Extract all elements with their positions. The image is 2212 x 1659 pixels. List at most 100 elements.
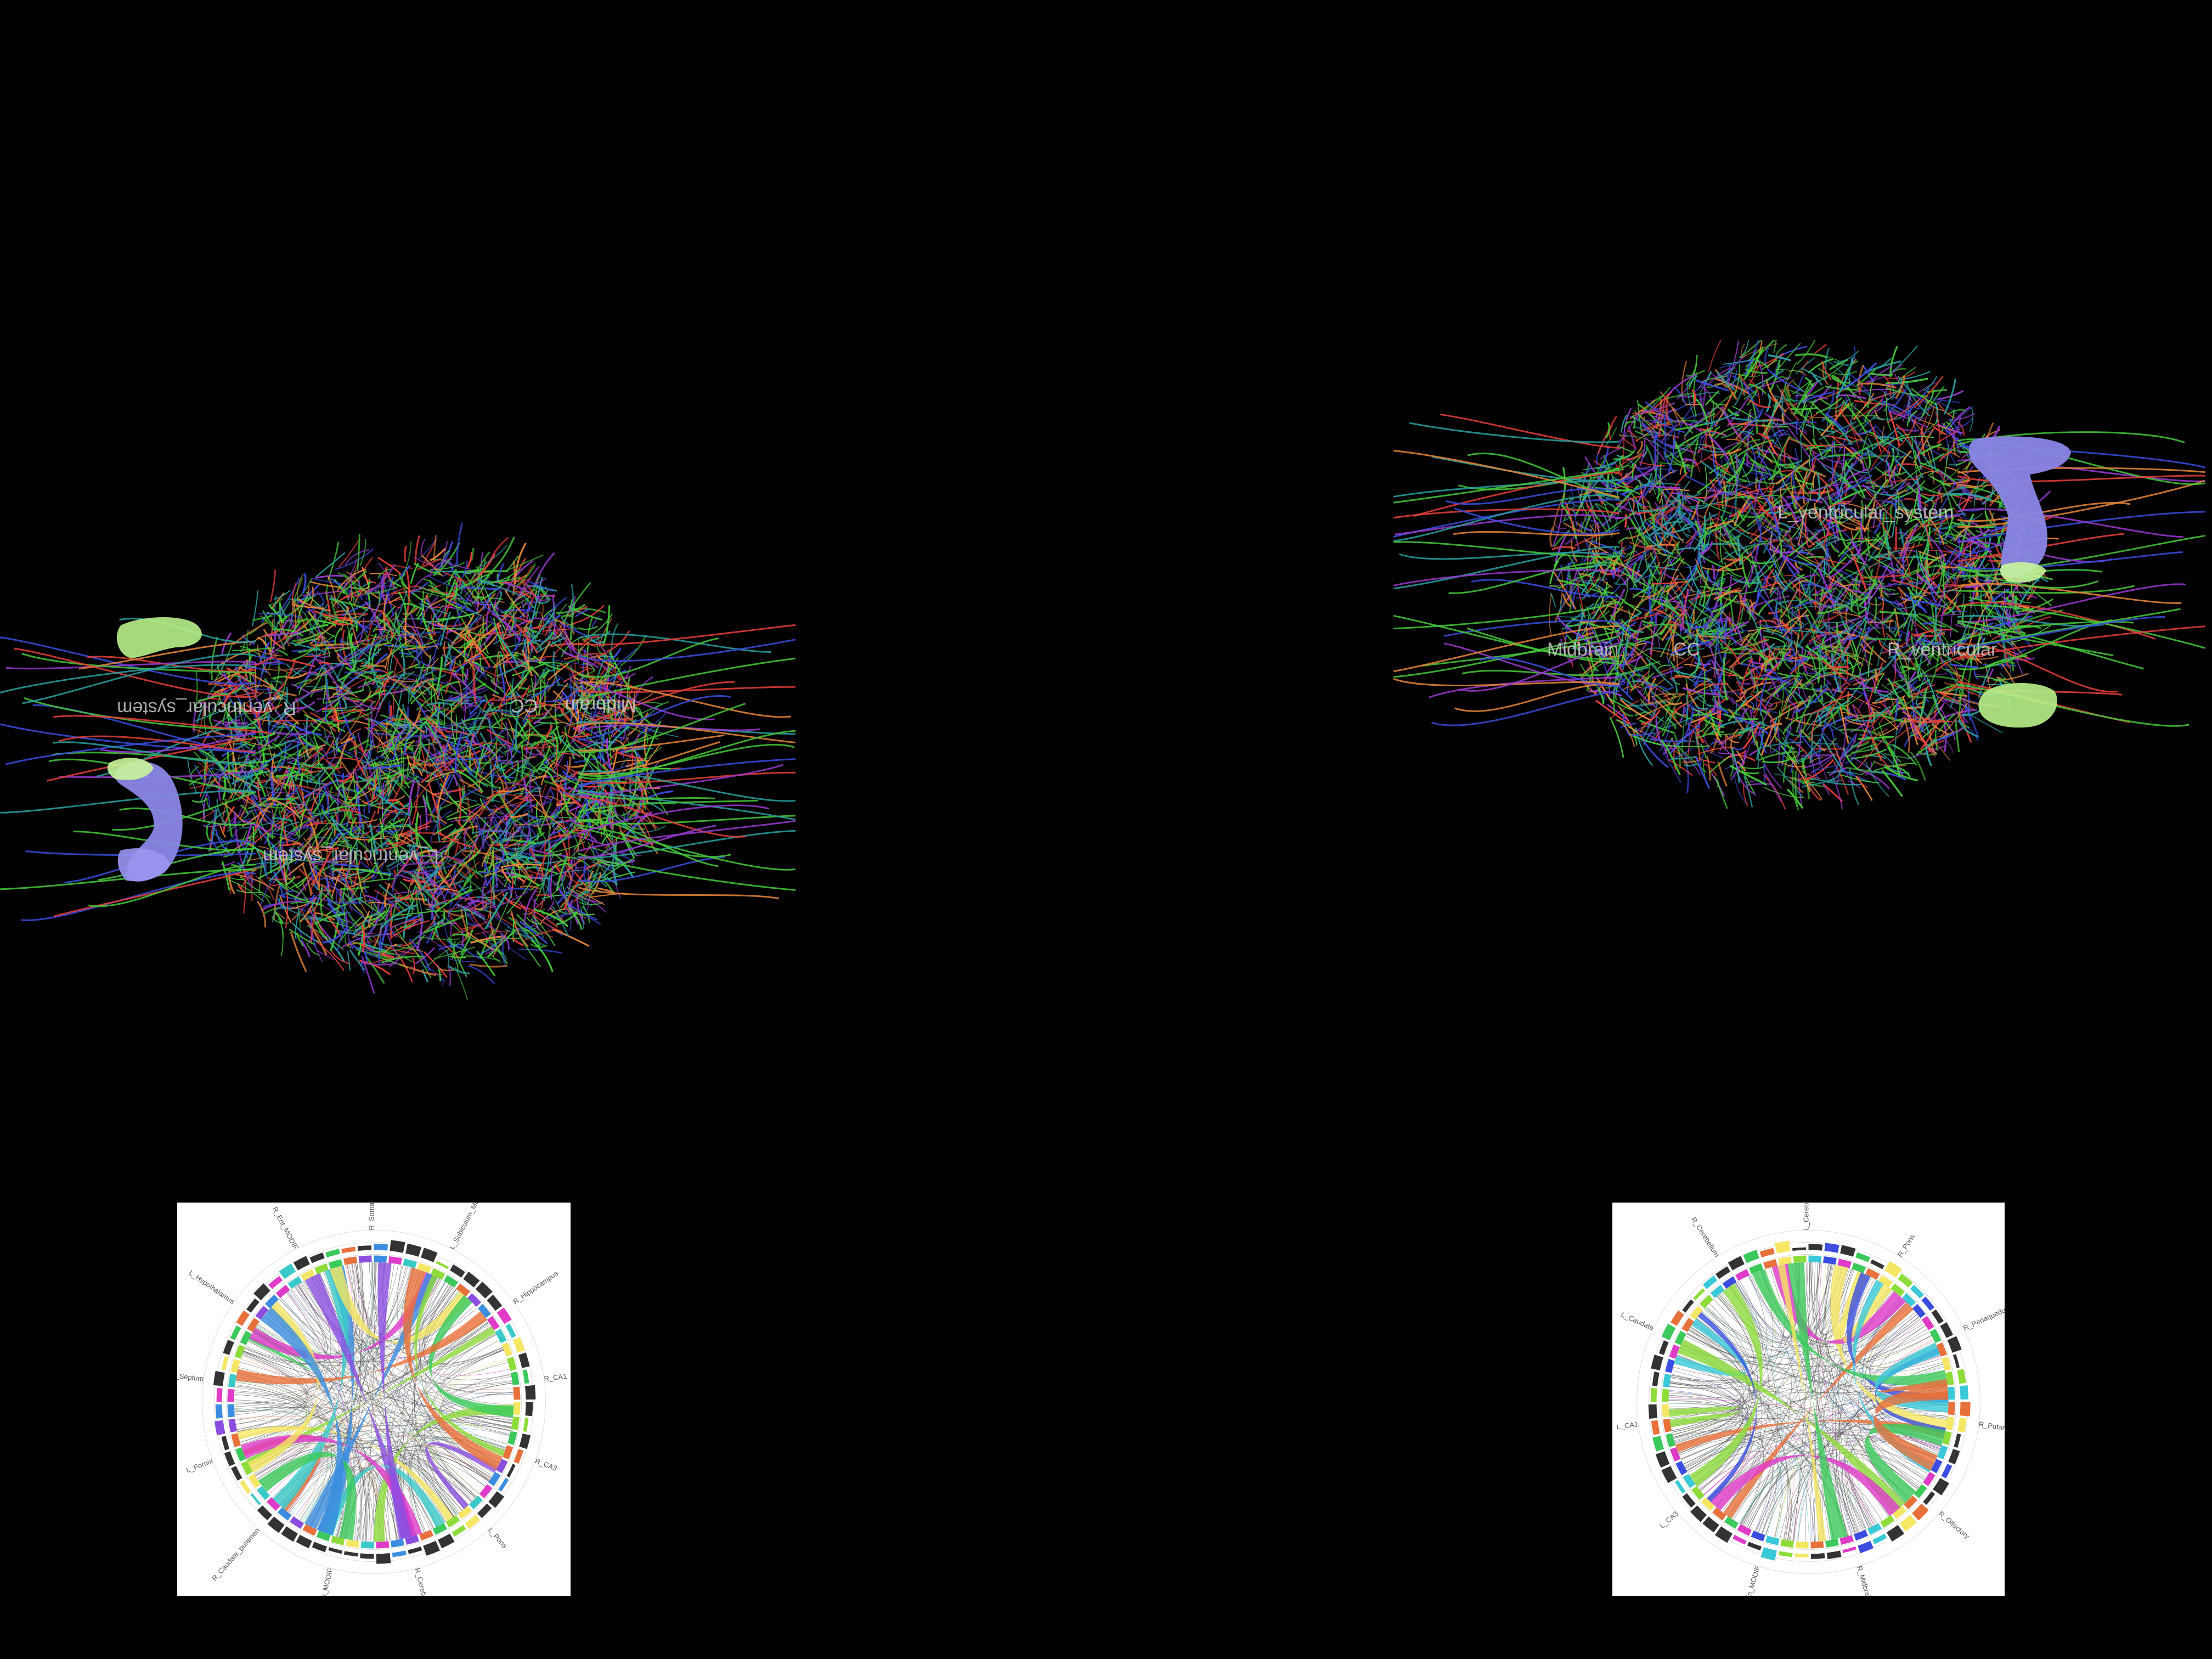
fiber-tract xyxy=(1846,452,1877,458)
stray-fiber-tract xyxy=(53,741,256,764)
fiber-tract xyxy=(304,825,314,833)
fiber-tract xyxy=(563,624,575,651)
fiber-tract xyxy=(259,687,285,710)
fiber-tract xyxy=(1858,736,1895,740)
fiber-tract xyxy=(493,617,505,651)
fiber-tract xyxy=(458,602,461,628)
fiber-tract xyxy=(534,617,548,620)
fiber-tract xyxy=(445,627,474,634)
fiber-tract xyxy=(384,807,409,817)
fiber-tract xyxy=(323,642,330,658)
fiber-tract xyxy=(322,804,366,814)
fiber-tract xyxy=(277,821,287,830)
fiber-tract xyxy=(262,667,303,671)
fiber-tract xyxy=(444,605,462,609)
fiber-tract xyxy=(1974,553,1981,568)
fiber-tract xyxy=(1716,459,1723,500)
fiber-tract xyxy=(529,882,546,891)
fiber-tract xyxy=(354,825,386,851)
fiber-tract xyxy=(507,665,533,696)
fiber-tract xyxy=(388,838,398,854)
fiber-tract xyxy=(1629,455,1641,469)
fiber-tract xyxy=(568,743,601,772)
fiber-tract xyxy=(466,552,473,568)
fiber-tract xyxy=(435,888,473,913)
fiber-tract xyxy=(320,852,332,893)
fiber-tract xyxy=(1684,757,1689,793)
fiber-tract xyxy=(311,701,340,734)
fiber-tract xyxy=(324,679,328,721)
stray-fiber-tract xyxy=(578,887,780,900)
stray-fiber-tract xyxy=(578,796,746,838)
stray-fiber-tract xyxy=(578,637,719,678)
fiber-tract xyxy=(228,879,264,902)
fiber-tract xyxy=(375,616,393,631)
fiber-tract xyxy=(1805,759,1835,781)
fiber-tract xyxy=(1773,340,1777,353)
fiber-tract xyxy=(368,788,380,792)
fiber-tract xyxy=(350,633,356,651)
fiber-tract xyxy=(569,797,581,839)
fiber-tract xyxy=(507,622,512,637)
fiber-tract xyxy=(399,963,437,977)
fiber-tract xyxy=(302,737,322,748)
fiber-tract xyxy=(1736,750,1745,764)
fiber-tract xyxy=(295,910,301,939)
fiber-tract xyxy=(1743,776,1753,808)
fiber-tract xyxy=(464,896,476,902)
fiber-tract xyxy=(381,800,400,819)
fiber-tract xyxy=(382,748,390,759)
fiber-tract xyxy=(273,628,304,637)
fiber-tract xyxy=(575,608,589,618)
stray-fiber-tract xyxy=(88,864,256,907)
fiber-tract xyxy=(1760,439,1775,464)
fiber-tract xyxy=(326,831,342,849)
fiber-tract xyxy=(383,595,388,631)
stray-fiber-tract xyxy=(578,826,731,858)
fiber-tract xyxy=(1863,577,1885,608)
fiber-tract xyxy=(456,869,471,882)
fiber-tract xyxy=(551,742,571,763)
fiber-tract xyxy=(273,590,291,600)
fiber-tract xyxy=(1613,449,1635,460)
fiber-tract xyxy=(1882,512,1889,550)
fiber-tract xyxy=(433,535,437,562)
fiber-tract xyxy=(308,645,311,657)
fiber-tract xyxy=(533,805,567,831)
fiber-tract xyxy=(343,891,364,915)
fiber-tract xyxy=(245,774,255,802)
fiber-tract xyxy=(444,832,461,856)
fiber-tract xyxy=(374,731,411,736)
fiber-tract xyxy=(498,664,505,705)
fiber-tract xyxy=(388,713,403,734)
fiber-tract xyxy=(1767,676,1786,692)
fiber-tract xyxy=(1750,443,1757,480)
fiber-tract xyxy=(1720,425,1743,438)
fiber-tract xyxy=(562,770,575,781)
fiber-tract xyxy=(1925,398,1944,411)
fiber-tract xyxy=(228,809,260,823)
fiber-tract xyxy=(405,687,416,695)
fiber-tract xyxy=(459,845,468,858)
fiber-tract xyxy=(332,899,374,904)
fiber-tract xyxy=(495,682,511,686)
fiber-tract xyxy=(187,759,198,793)
fiber-tract xyxy=(1858,500,1864,542)
fiber-tract xyxy=(279,770,321,779)
fiber-tract xyxy=(555,912,578,926)
fiber-tract xyxy=(419,721,427,735)
fiber-tract xyxy=(437,945,463,948)
fiber-tract xyxy=(306,942,320,956)
fiber-tract xyxy=(310,669,325,697)
stray-fiber-tract xyxy=(0,723,256,752)
fiber-tract xyxy=(1729,574,1733,588)
fiber-tract xyxy=(560,899,569,908)
fiber-tract xyxy=(370,761,381,767)
fiber-tract xyxy=(492,930,509,957)
fiber-tract xyxy=(251,590,259,627)
fiber-tract xyxy=(1551,546,1576,551)
fiber-tract xyxy=(505,721,509,760)
fiber-tract xyxy=(467,887,487,894)
fiber-tract xyxy=(375,793,411,816)
fiber-tract xyxy=(360,864,377,881)
